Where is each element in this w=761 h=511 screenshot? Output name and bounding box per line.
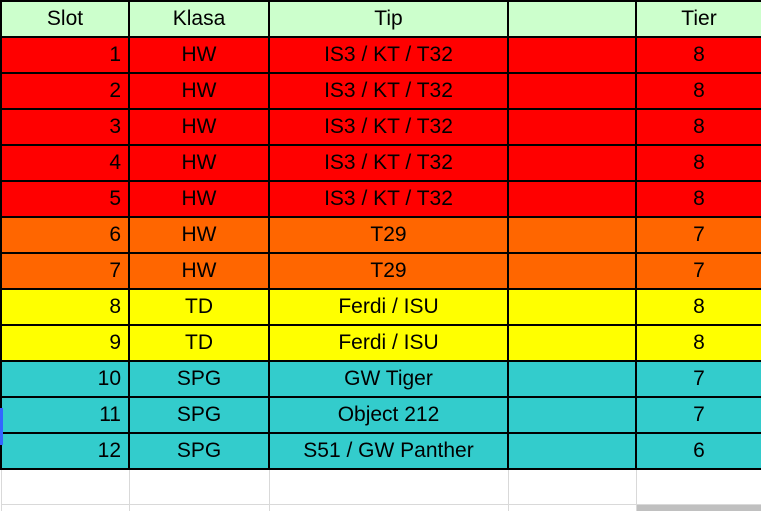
empty-cell[interactable]: [0, 504, 130, 511]
klasa-cell[interactable]: HW: [128, 252, 270, 290]
slot-cell[interactable]: 10: [0, 360, 130, 398]
empty-cell[interactable]: [635, 468, 761, 505]
blank-cell[interactable]: [507, 288, 637, 326]
table-row: 1 HW IS3 / KT / T32 8: [0, 36, 761, 74]
total-label[interactable]: Total: [507, 504, 637, 511]
tier-cell[interactable]: 7: [635, 396, 761, 434]
header-klasa[interactable]: Klasa: [128, 0, 270, 38]
blank-cell[interactable]: [507, 36, 637, 74]
blank-cell[interactable]: [507, 432, 637, 470]
header-blank[interactable]: [507, 0, 637, 38]
empty-cell[interactable]: [268, 504, 509, 511]
blank-cell[interactable]: [507, 360, 637, 398]
tier-cell[interactable]: 8: [635, 324, 761, 362]
selection-artifact: [0, 408, 3, 445]
blank-cell[interactable]: [507, 180, 637, 218]
tip-cell[interactable]: T29: [268, 252, 509, 290]
klasa-cell[interactable]: HW: [128, 180, 270, 218]
klasa-cell[interactable]: HW: [128, 144, 270, 182]
table-row: 4 HW IS3 / KT / T32 8: [0, 144, 761, 182]
table-row: 9 TD Ferdi / ISU 8: [0, 324, 761, 362]
slot-cell[interactable]: 2: [0, 72, 130, 110]
blank-cell[interactable]: [507, 324, 637, 362]
header-row: Slot Klasa Tip Tier: [0, 0, 761, 38]
slot-cell[interactable]: 8: [0, 288, 130, 326]
empty-cell[interactable]: [128, 504, 270, 511]
blank-cell[interactable]: [507, 144, 637, 182]
klasa-cell[interactable]: SPG: [128, 432, 270, 470]
slot-cell[interactable]: 11: [0, 396, 130, 434]
tier-cell[interactable]: 8: [635, 108, 761, 146]
slot-cell[interactable]: 6: [0, 216, 130, 254]
sheet-rows: 1 HW IS3 / KT / T32 8 2 HW IS3 / KT / T32 8 3 HW I…: [0, 36, 761, 470]
empty-cell[interactable]: [128, 468, 270, 505]
tier-cell[interactable]: 7: [635, 216, 761, 254]
tier-cell[interactable]: 6: [635, 432, 761, 470]
blank-cell[interactable]: [507, 216, 637, 254]
klasa-cell[interactable]: SPG: [128, 360, 270, 398]
klasa-cell[interactable]: HW: [128, 36, 270, 74]
tier-cell[interactable]: 8: [635, 288, 761, 326]
table-row: 5 HW IS3 / KT / T32 8: [0, 180, 761, 218]
table-row: 11 SPG Object 212 7: [0, 396, 761, 434]
klasa-cell[interactable]: SPG: [128, 396, 270, 434]
klasa-cell[interactable]: HW: [128, 108, 270, 146]
slot-cell[interactable]: 1: [0, 36, 130, 74]
table-row: 2 HW IS3 / KT / T32 8: [0, 72, 761, 110]
header-slot[interactable]: Slot: [0, 0, 130, 38]
blank-cell[interactable]: [507, 72, 637, 110]
empty-cell[interactable]: [0, 468, 130, 505]
total-value[interactable]: 90: [635, 504, 761, 511]
tier-cell[interactable]: 8: [635, 36, 761, 74]
empty-cell[interactable]: [268, 468, 509, 505]
table-row: 12 SPG S51 / GW Panther 6: [0, 432, 761, 470]
tier-cell[interactable]: 7: [635, 360, 761, 398]
empty-row: [0, 468, 761, 505]
tier-cell[interactable]: 8: [635, 72, 761, 110]
tip-cell[interactable]: Ferdi / ISU: [268, 324, 509, 362]
blank-cell[interactable]: [507, 108, 637, 146]
blank-cell[interactable]: [507, 396, 637, 434]
empty-cell[interactable]: [507, 468, 637, 505]
tier-cell[interactable]: 7: [635, 252, 761, 290]
slot-cell[interactable]: 7: [0, 252, 130, 290]
klasa-cell[interactable]: TD: [128, 324, 270, 362]
header-tip[interactable]: Tip: [268, 0, 509, 38]
slot-cell[interactable]: 5: [0, 180, 130, 218]
tip-cell[interactable]: Ferdi / ISU: [268, 288, 509, 326]
slot-cell[interactable]: 3: [0, 108, 130, 146]
table-row: 7 HW T29 7: [0, 252, 761, 290]
table-row: 10 SPG GW Tiger 7: [0, 360, 761, 398]
tier-cell[interactable]: 8: [635, 144, 761, 182]
klasa-cell[interactable]: HW: [128, 72, 270, 110]
slot-cell[interactable]: 9: [0, 324, 130, 362]
tip-cell[interactable]: IS3 / KT / T32: [268, 108, 509, 146]
table-row: 8 TD Ferdi / ISU 8: [0, 288, 761, 326]
klasa-cell[interactable]: TD: [128, 288, 270, 326]
tip-cell[interactable]: T29: [268, 216, 509, 254]
tip-cell[interactable]: IS3 / KT / T32: [268, 180, 509, 218]
tip-cell[interactable]: IS3 / KT / T32: [268, 36, 509, 74]
total-row: Total 90: [0, 504, 761, 511]
header-tier[interactable]: Tier: [635, 0, 761, 38]
tip-cell[interactable]: IS3 / KT / T32: [268, 144, 509, 182]
blank-cell[interactable]: [507, 252, 637, 290]
tip-cell[interactable]: Object 212: [268, 396, 509, 434]
table-row: 3 HW IS3 / KT / T32 8: [0, 108, 761, 146]
slot-cell[interactable]: 4: [0, 144, 130, 182]
tip-cell[interactable]: IS3 / KT / T32: [268, 72, 509, 110]
tip-cell[interactable]: S51 / GW Panther: [268, 432, 509, 470]
tier-cell[interactable]: 8: [635, 180, 761, 218]
klasa-cell[interactable]: HW: [128, 216, 270, 254]
slot-cell[interactable]: 12: [0, 432, 130, 470]
tip-cell[interactable]: GW Tiger: [268, 360, 509, 398]
table-row: 6 HW T29 7: [0, 216, 761, 254]
